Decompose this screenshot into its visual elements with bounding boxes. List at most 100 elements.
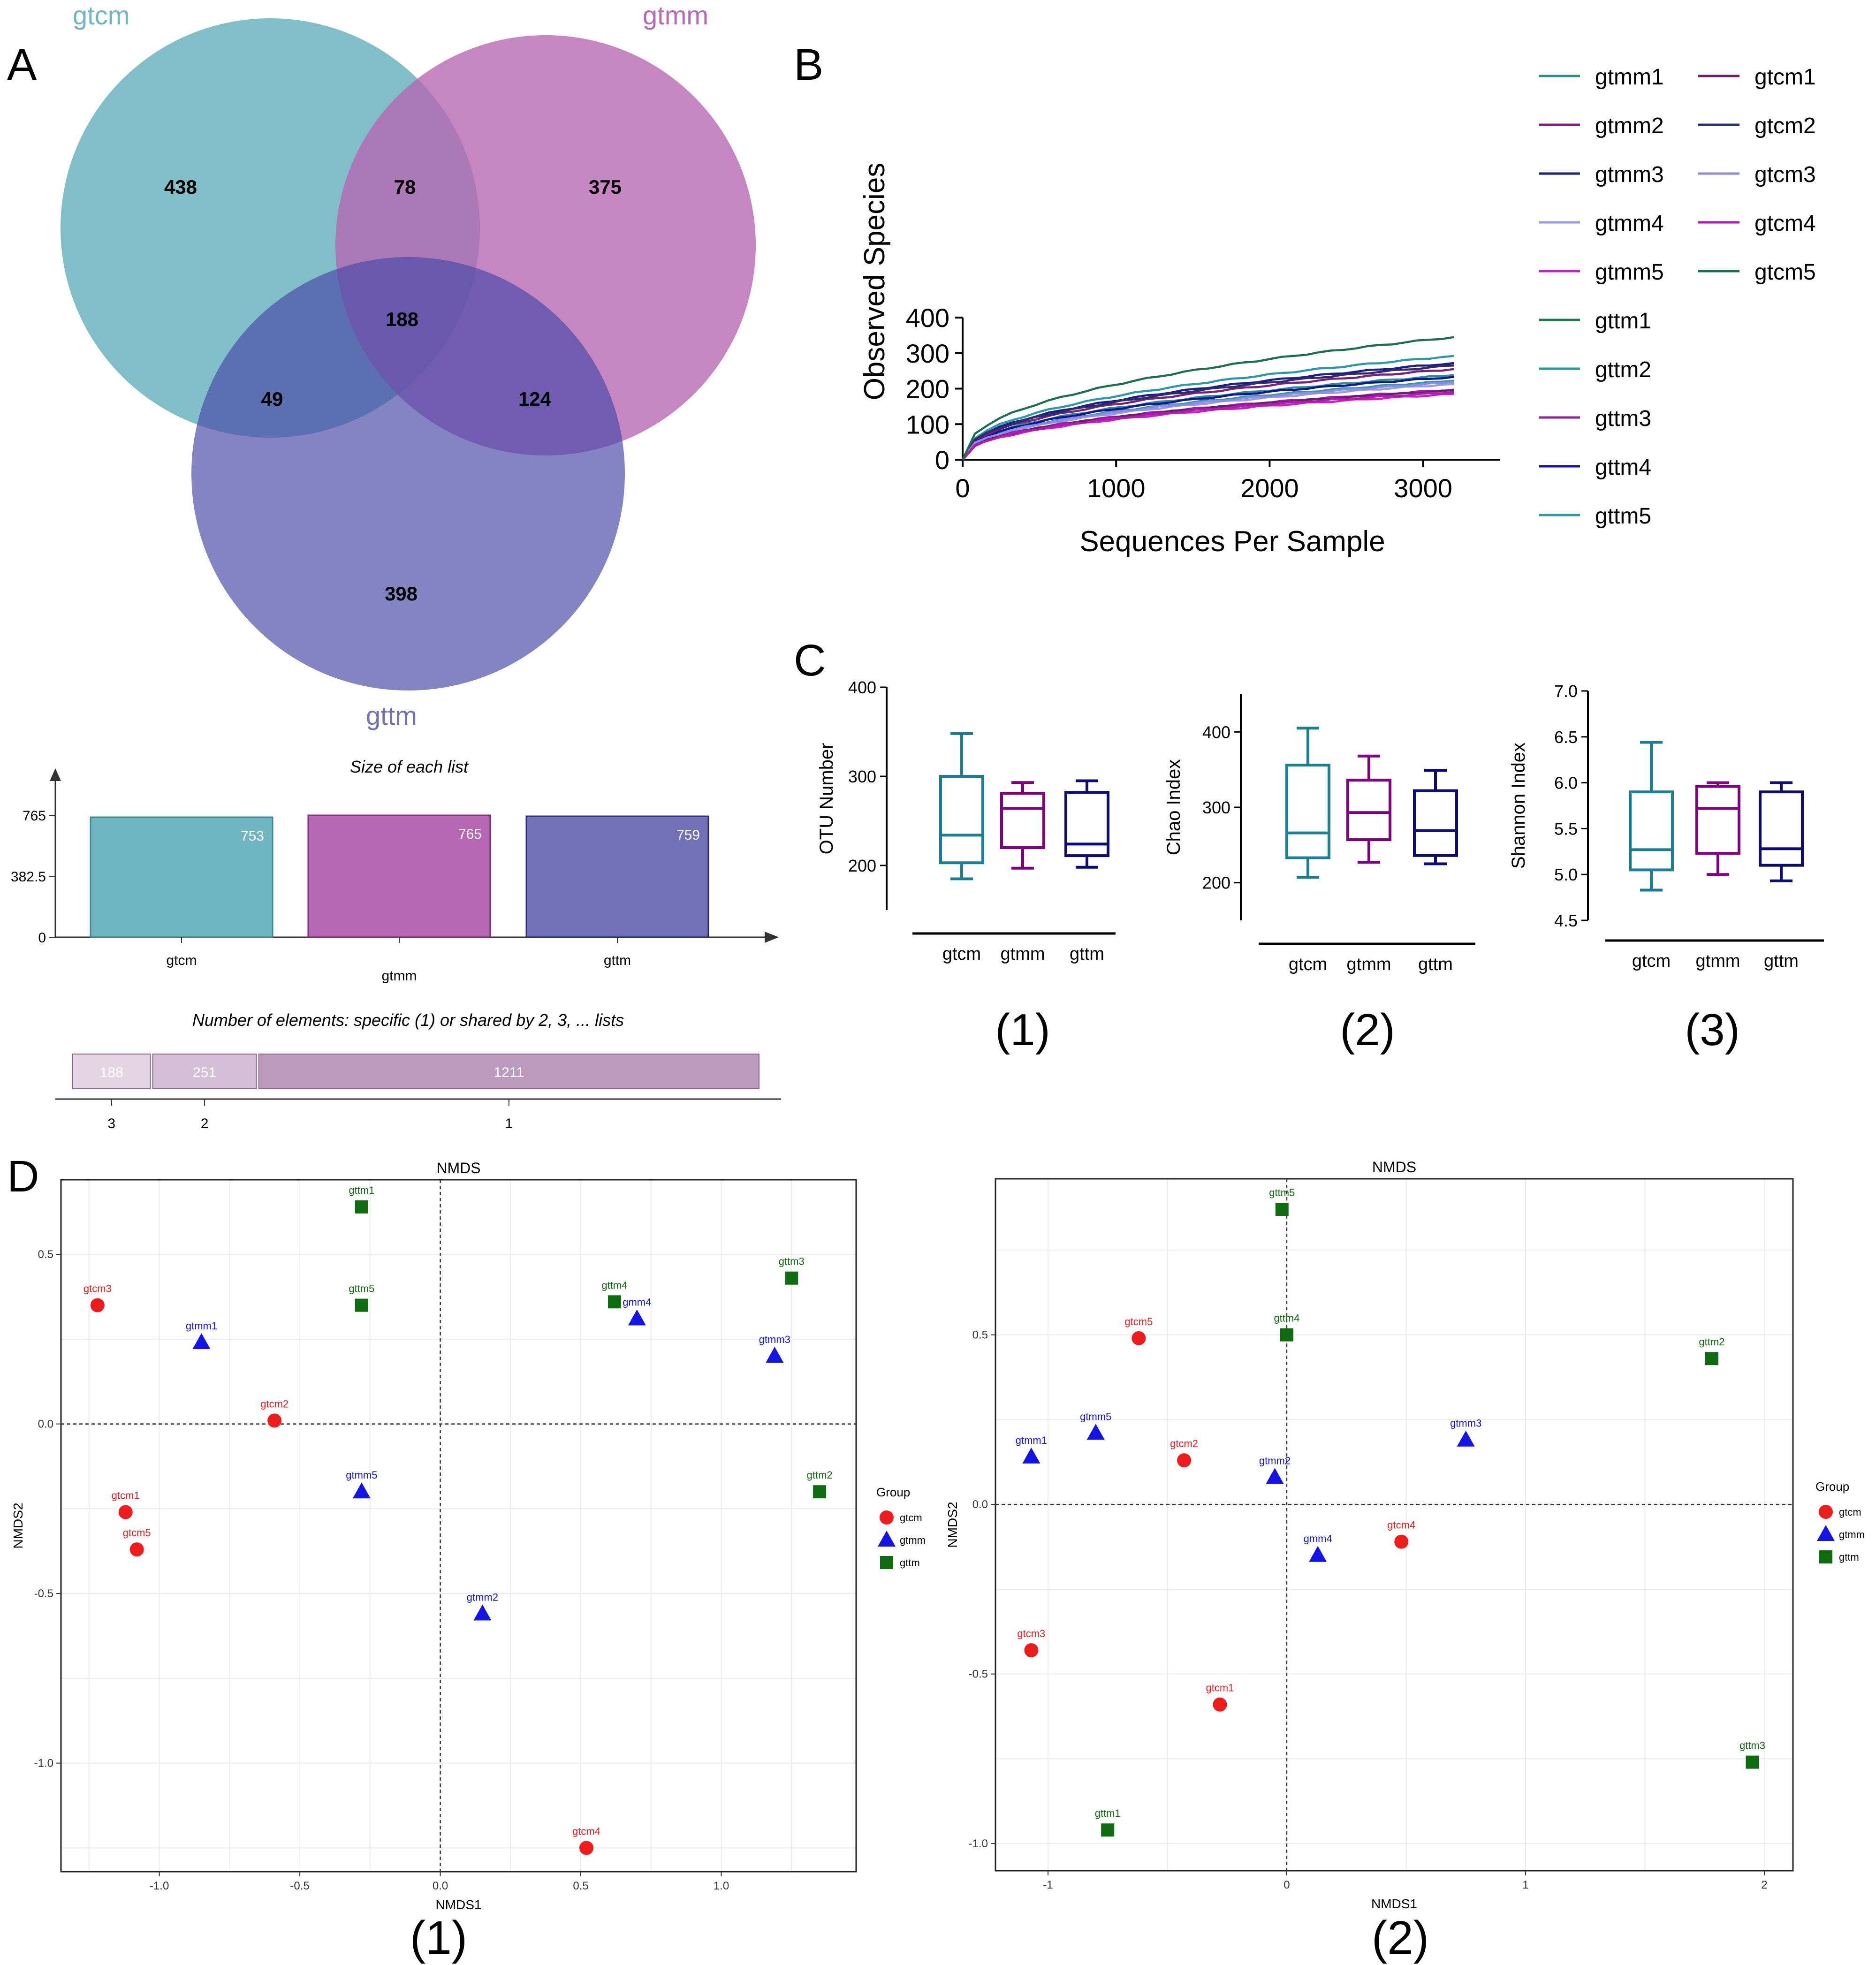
box-gttm	[1064, 779, 1109, 869]
nmds-point-label: gtmm3	[759, 1334, 790, 1345]
upset-size-bar-gtcm	[90, 816, 273, 938]
nmds-ytick-label: -0.5	[34, 1587, 53, 1600]
nmds-point-label: gttm1	[1095, 1807, 1121, 1819]
nmds-xtick-label: 0	[1284, 1879, 1290, 1891]
nmds-plot-frame	[995, 1178, 1794, 1872]
nmds-point-label: gttm2	[807, 1469, 833, 1481]
box-gtcm	[1629, 741, 1674, 892]
nmds-point-gtmm2	[473, 1604, 492, 1621]
nmds-ytick-label: -0.5	[969, 1668, 988, 1681]
nmds-legend-label: gtcm	[900, 1512, 922, 1524]
nmds-point-label: gtcm4	[1387, 1519, 1415, 1531]
upset-size-category-label: gtmm	[382, 968, 417, 984]
panel-label-d: D	[7, 1152, 39, 1201]
nmds-point-label: gttm5	[1269, 1187, 1295, 1199]
box-category-label: gtcm	[942, 944, 981, 964]
box-category-label: gttm	[1764, 951, 1799, 971]
upset-size-bar-value: 753	[241, 828, 264, 844]
rare-legend-label: gtmm2	[1595, 114, 1664, 138]
upset-shared-bar-value: 251	[193, 1065, 216, 1080]
venn-count-gtcm-gttm: 49	[261, 388, 283, 410]
box-iqr	[1346, 779, 1391, 842]
box-category-label: gtmm	[1696, 951, 1740, 971]
nmds-title: NMDS	[1372, 1159, 1416, 1176]
nmds-point-label: gtcm3	[1017, 1628, 1045, 1639]
nmds-point-gtmm1	[1022, 1447, 1041, 1464]
nmds-point-label: gtmm2	[467, 1591, 498, 1603]
upset-size-bar-value: 765	[458, 827, 482, 842]
nmds-legend-marker-gtcm	[1819, 1505, 1833, 1519]
venn-circle-gttm	[191, 257, 625, 690]
nmds-point-gttm1	[1101, 1823, 1115, 1837]
nmds-point-label: gtcm1	[112, 1490, 140, 1502]
rare-legend-label: gtcm4	[1754, 211, 1816, 236]
box-sublabel-1: (1)	[995, 1005, 1050, 1055]
venn-count-gtcm-only: 438	[164, 176, 197, 198]
nmds-point-label: gtmm1	[1016, 1434, 1047, 1446]
panel-label-a: A	[7, 40, 37, 90]
box-ytick-label: 5.5	[1554, 819, 1578, 838]
rare-ytick-label: 0	[935, 445, 949, 475]
nmds-panel: D -1.0 -0.5 0.0 0.5 1.0 -1.0 -0.5 0.0 0.5 NMDS NMD…	[7, 1152, 1865, 1964]
nmds-sublabel-1: (1)	[410, 1912, 467, 1964]
upset-shared-category-label: 3	[107, 1116, 115, 1131]
upset-shared-bar-value: 1211	[494, 1065, 524, 1080]
rare-legend-label: gtmm1	[1595, 65, 1664, 90]
nmds-ytick-label: -1.0	[34, 1757, 53, 1770]
nmds-legend-marker-gtmm	[1817, 1525, 1835, 1541]
nmds-legend-marker-gttm	[880, 1556, 893, 1569]
box-ytick-label: 6.5	[1554, 728, 1578, 747]
nmds-point-gttm5	[1275, 1203, 1289, 1216]
nmds-xlabel: NMDS1	[1371, 1897, 1417, 1911]
nmds-legend-marker-gtcm	[880, 1510, 894, 1525]
upset-size-chart: Size of each list 0 382.5 765 753 gtcm 765 gt…	[11, 757, 779, 984]
upset-size-title: Size of each list	[350, 757, 469, 776]
nmds-point-label: gttm4	[1274, 1313, 1299, 1324]
nmds-point-gtcm2	[267, 1413, 282, 1428]
nmds-point-label: gtmm2	[1259, 1455, 1291, 1466]
box-ytick-label: 6.0	[1554, 774, 1578, 793]
venn-count-gtmm-gttm: 124	[518, 388, 552, 410]
venn-set-label-gtmm: gtmm	[643, 0, 708, 30]
nmds-point-label: gtcm3	[84, 1283, 112, 1295]
nmds-xtick-label: 0.0	[433, 1880, 448, 1892]
nmds-point-gtcm5	[129, 1542, 144, 1557]
box-category-label: gttm	[1070, 944, 1104, 964]
rare-line-gtcm3	[962, 381, 1454, 461]
nmds-legend-label: gttm	[1839, 1551, 1859, 1563]
box-ytick-label: 4.5	[1554, 911, 1578, 930]
rare-legend-label: gtmm3	[1595, 162, 1664, 187]
nmds-xtick-label: -0.5	[290, 1880, 309, 1892]
nmds-point-gtcm5	[1132, 1331, 1146, 1345]
upset-size-bar-value: 759	[676, 827, 700, 843]
venn-count-all: 188	[386, 308, 418, 330]
nmds-point-label: gttm3	[779, 1256, 805, 1267]
nmds-xtick-label: 0.5	[573, 1880, 588, 1892]
upset-size-ytick-label: 0	[38, 930, 46, 946]
nmds-point-gtcm3	[90, 1298, 105, 1313]
nmds-xtick-label: 2	[1761, 1879, 1767, 1891]
nmds-xtick-label: 1	[1522, 1879, 1528, 1891]
nmds-point-gtcm4	[579, 1841, 594, 1855]
box-iqr	[1000, 792, 1045, 849]
box-iqr	[1413, 789, 1458, 857]
upset-size-ytick-label: 382.5	[11, 869, 46, 885]
nmds-point-gttm3	[1746, 1755, 1759, 1769]
nmds-xtick-label: -1.0	[150, 1880, 169, 1892]
nmds-point-gttm4	[608, 1295, 621, 1309]
nmds-ytick-label: -1.0	[969, 1837, 988, 1850]
rare-legend-label: gtmm4	[1595, 211, 1664, 236]
box-ylabel: OTU Number	[816, 743, 837, 855]
box-category-label: gtmm	[1347, 955, 1391, 974]
rare-xtick-label: 2000	[1240, 473, 1299, 503]
upset-size-y-arrow	[50, 768, 61, 781]
box-sublabel-3: (3)	[1685, 1005, 1739, 1055]
panel-label-b: B	[794, 40, 823, 90]
nmds-point-gtcm1	[118, 1505, 133, 1519]
box-ytick-label: 400	[1202, 722, 1230, 742]
rare-ytick-label: 100	[906, 410, 949, 439]
nmds-point-label: gtcm2	[1170, 1438, 1198, 1449]
nmds-point-label: gtmm3	[1450, 1418, 1481, 1429]
box-iqr	[1285, 764, 1330, 859]
box-ytick-label: 200	[848, 856, 876, 875]
